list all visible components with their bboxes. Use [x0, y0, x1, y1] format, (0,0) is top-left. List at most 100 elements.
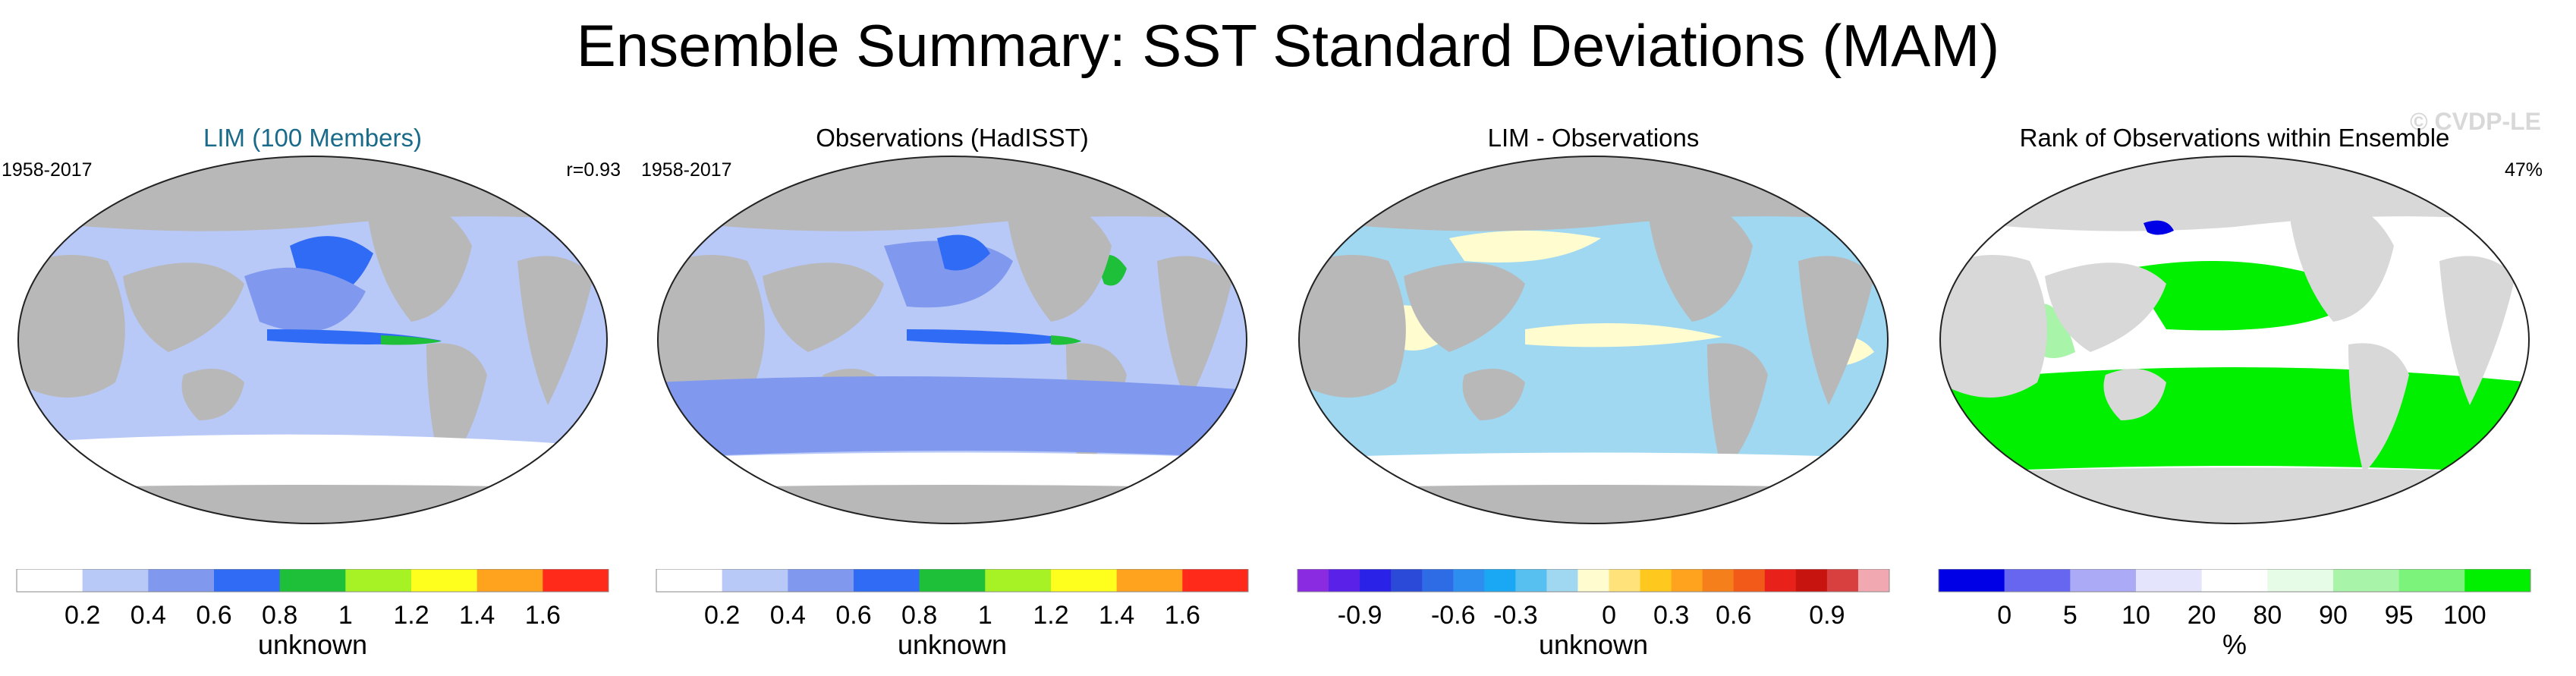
- panel-difference: LIM - Observations -0.9 -0.6 -0.3 0 0.3 0.6 0.…: [1282, 114, 1904, 668]
- colorbar-unit-label: unknown: [258, 629, 367, 660]
- colorbar-swatch: [2004, 569, 2071, 592]
- colorbar-swatch: [2201, 569, 2268, 592]
- colorbar-frame: [16, 569, 609, 593]
- colorbar-frame: [1938, 569, 2531, 593]
- colorbar-swatch: [1515, 569, 1547, 592]
- colorbar-tick-label: 0.2: [64, 601, 100, 630]
- colorbar-swatch: [2398, 569, 2465, 592]
- colorbar-swatch: [1546, 569, 1578, 592]
- world-map-icon: [17, 156, 608, 524]
- colorbar-swatch: [214, 569, 281, 592]
- world-map-icon: [1939, 156, 2530, 524]
- panel-observations: Observations (HadISST) 1958-2017 0.2 0.4 0…: [641, 114, 1263, 668]
- colorbar-swatch: [1795, 569, 1828, 592]
- colorbar-tick-label: 0.8: [262, 601, 297, 630]
- colorbar-swatch: [1453, 569, 1485, 592]
- colorbar-unit-label: %: [2222, 629, 2247, 660]
- colorbar-tick-label: 1.2: [393, 601, 429, 630]
- figure-title: Ensemble Summary: SST Standard Deviation…: [576, 12, 2000, 79]
- colorbar-tick-label: 0.2: [704, 601, 740, 630]
- panel-title: Observations (HadISST): [816, 124, 1089, 152]
- world-map-icon: [1298, 156, 1889, 524]
- colorbar-swatch: [854, 569, 920, 592]
- colorbar-tick-label: -0.6: [1431, 601, 1476, 630]
- colorbar-swatch: [1484, 569, 1516, 592]
- colorbar-swatch: [1764, 569, 1797, 592]
- colorbar-frame: [1297, 569, 1890, 593]
- colorbar-tick-label: 0.6: [1716, 601, 1751, 630]
- colorbar-tick-label: 1: [978, 601, 992, 630]
- colorbar-tick-label: 0: [1997, 601, 2011, 630]
- colorbar-tick-label: 0.4: [770, 601, 806, 630]
- panel-lim: LIM (100 Members) 1958-2017 r=0.93 0.2 0.…: [2, 114, 624, 668]
- panel-title: LIM (100 Members): [203, 124, 422, 152]
- colorbar-tick-label: 95: [2385, 601, 2414, 630]
- colorbar-swatch: [17, 569, 83, 592]
- colorbar-tick-label: -0.9: [1338, 601, 1382, 630]
- colorbar-tick-label: 100: [2443, 601, 2486, 630]
- colorbar-swatch: [1733, 569, 1766, 592]
- colorbar: 0 5 10 20 80 90 95 100%: [1938, 569, 2531, 660]
- colorbar: -0.9 -0.6 -0.3 0 0.3 0.6 0.9 unknown: [1297, 569, 1890, 660]
- colorbar-tick-label: 0: [1602, 601, 1616, 630]
- panel-title: LIM - Observations: [1487, 124, 1700, 152]
- colorbar-swatch: [2333, 569, 2400, 592]
- colorbar-swatch: [82, 569, 149, 592]
- colorbar-swatch: [477, 569, 543, 592]
- colorbar-swatch: [1182, 569, 1249, 592]
- colorbar-swatch: [1702, 569, 1735, 592]
- colorbar-swatch: [722, 569, 788, 592]
- colorbar-tick-label: 1.6: [525, 601, 561, 630]
- colorbar-tick-label: 1.4: [1099, 601, 1134, 630]
- correlation-label: r=0.93: [566, 159, 621, 181]
- colorbar-tick-label: 1: [338, 601, 353, 630]
- colorbar-swatch: [1391, 569, 1423, 592]
- colorbar-swatch: [1329, 569, 1360, 592]
- colorbar-swatch: [1116, 569, 1183, 592]
- colorbar-swatch: [1051, 569, 1118, 592]
- colorbar-swatch: [985, 569, 1052, 592]
- colorbar-tick-label: 90: [2319, 601, 2348, 630]
- colorbar-swatch: [2136, 569, 2203, 592]
- colorbar-swatch: [919, 569, 986, 592]
- colorbar-tick-label: 0.9: [1809, 601, 1845, 630]
- period-label: 1958-2017: [641, 159, 732, 181]
- colorbar-swatch: [1671, 569, 1703, 592]
- colorbar-swatch: [279, 569, 346, 592]
- colorbar: 0.2 0.4 0.6 0.8 1 1.2 1.4 1.6 unknown: [656, 569, 1249, 660]
- colorbar-tick-label: 20: [2188, 601, 2216, 630]
- colorbar-swatch: [345, 569, 412, 592]
- colorbar-tick-label: 0.3: [1653, 601, 1689, 630]
- colorbar-tick-label: 80: [2253, 601, 2282, 630]
- colorbar-swatch: [1826, 569, 1859, 592]
- colorbar-swatch: [788, 569, 854, 592]
- colorbar-swatch: [1857, 569, 1890, 592]
- colorbar: 0.2 0.4 0.6 0.8 1 1.2 1.4 1.6 unknown: [16, 569, 609, 660]
- colorbar-unit-label: unknown: [1539, 629, 1648, 660]
- colorbar-tick-label: 0.4: [131, 601, 166, 630]
- colorbar-tick-label: 0.6: [835, 601, 871, 630]
- colorbar-swatch: [656, 569, 723, 592]
- period-label: 1958-2017: [2, 159, 93, 181]
- colorbar-swatch: [1939, 569, 2005, 592]
- panel-rank: © CVDP-LE Rank of Observations within En…: [1923, 108, 2546, 668]
- colorbar-swatch: [1422, 569, 1454, 592]
- colorbar-tick-label: 10: [2122, 601, 2150, 630]
- colorbar-swatch: [1609, 569, 1641, 592]
- colorbar-tick-label: 0.6: [196, 601, 231, 630]
- colorbar-swatch: [2464, 569, 2531, 592]
- colorbar-swatch: [2070, 569, 2137, 592]
- colorbar-swatch: [148, 569, 215, 592]
- colorbar-tick-label: 5: [2063, 601, 2077, 630]
- colorbar-tick-label: 1.2: [1033, 601, 1068, 630]
- colorbar-frame: [656, 569, 1249, 593]
- colorbar-tick-label: -0.3: [1493, 601, 1538, 630]
- colorbar-swatch: [2267, 569, 2334, 592]
- panel-title: Rank of Observations within Ensemble: [2019, 124, 2450, 152]
- colorbar-swatch: [1640, 569, 1672, 592]
- colorbar-swatch: [1360, 569, 1392, 592]
- watermark: © CVDP-LE: [2410, 108, 2541, 135]
- colorbar-tick-label: 1.4: [459, 601, 495, 630]
- colorbar-tick-label: 0.8: [901, 601, 937, 630]
- world-map-icon: [657, 156, 1247, 524]
